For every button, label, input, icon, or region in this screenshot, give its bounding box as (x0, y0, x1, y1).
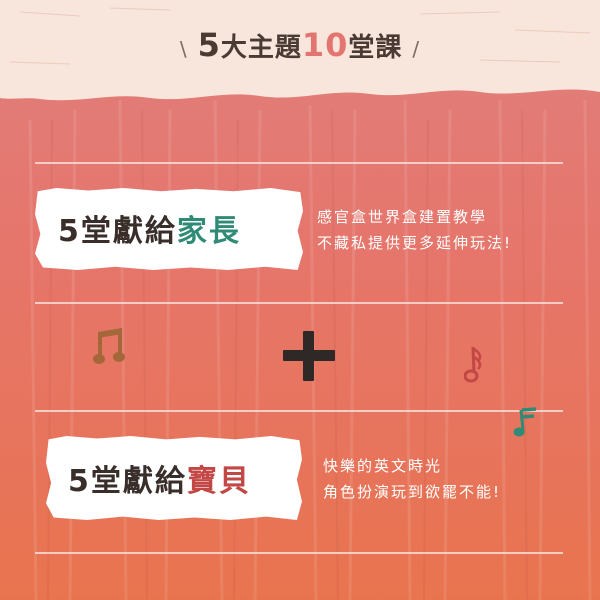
parents-card-title: 5堂獻給家長 (58, 206, 241, 250)
title-number-ten: 10 (301, 26, 349, 64)
parents-description: 感官盒世界盒建置教學 不藏私提供更多延伸玩法! (317, 204, 512, 256)
kids-card-prefix: 5堂獻給 (68, 464, 187, 499)
slash-right: / (412, 37, 421, 61)
kids-desc-line-2: 角色扮演玩到欲罷不能! (323, 483, 502, 501)
kids-card (46, 436, 302, 520)
parents-desc-line-2: 不藏私提供更多延伸玩法! (317, 234, 513, 252)
kids-card-highlight: 寶貝 (186, 464, 251, 499)
music-note-icon (464, 346, 482, 383)
kids-description: 快樂的英文時光 角色扮演玩到欲罷不能! (323, 453, 501, 505)
music-note-icon (513, 407, 537, 437)
plus-vertical-bar (303, 331, 314, 381)
divider-2 (35, 302, 563, 304)
parents-card (35, 188, 303, 270)
title-number-five: 5 (197, 26, 221, 64)
music-note-icon (93, 328, 125, 364)
kids-card-title: 5堂獻給寶貝 (68, 456, 251, 500)
plus-icon (283, 331, 335, 381)
divider-3 (35, 410, 563, 412)
slash-left: \ (179, 37, 188, 61)
title-text-topics: 大主題 (220, 33, 302, 63)
divider-4 (35, 552, 563, 554)
header-band (0, 0, 600, 120)
divider-1 (35, 162, 563, 164)
page-title: \ 5大主題10堂課 / (0, 26, 600, 64)
parents-card-highlight: 家長 (176, 214, 241, 249)
title-text-lessons: 堂課 (348, 33, 403, 63)
kids-desc-line-1: 快樂的英文時光 (323, 457, 443, 475)
parents-desc-line-1: 感官盒世界盒建置教學 (317, 208, 488, 226)
parents-card-prefix: 5堂獻給 (58, 214, 177, 249)
